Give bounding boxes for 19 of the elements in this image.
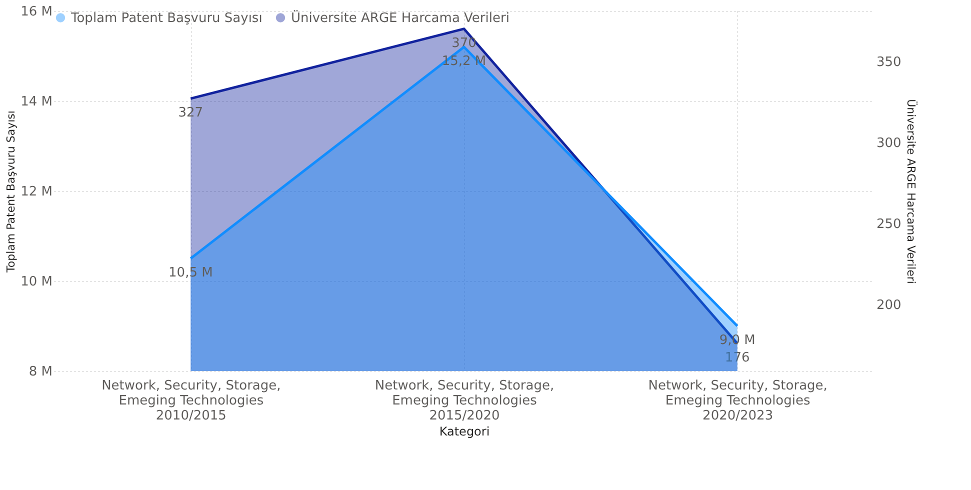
x-tick-label: Network, Security, Storage, Emeging Technologies 2020/2023 xyxy=(648,378,828,424)
legend-label: Üniversite ARGE Harcama Verileri xyxy=(291,10,510,26)
y2-tick-label: 200 xyxy=(876,298,902,314)
data-label: 370 xyxy=(452,36,476,51)
y2-tick-label: 250 xyxy=(876,216,902,232)
y-tick-label: 12 M xyxy=(20,184,52,200)
data-label: 327 xyxy=(178,106,204,121)
y2-tick-label: 300 xyxy=(876,136,902,151)
y-tick-label: 14 M xyxy=(20,94,52,110)
y-tick-label: 8 M xyxy=(28,364,52,380)
x-axis-title: Kategori xyxy=(439,424,490,438)
y-tick-label: 16 M xyxy=(20,4,52,20)
y2-axis-title: Üniversite ARGE Harcama Verileri xyxy=(904,99,918,284)
legend-label: Toplam Patent Başvuru Sayısı xyxy=(70,10,262,26)
x-tick-label: Network, Security, Storage, Emeging Technologies 2010/2015 xyxy=(102,378,281,424)
x-tick-label: Network, Security, Storage, Emeging Technologies 2015/2020 xyxy=(374,378,554,424)
y2-tick-label: 350 xyxy=(876,54,902,70)
y-tick-label: 10 M xyxy=(20,274,52,290)
y-axis-title: Toplam Patent Başvuru Sayısı xyxy=(4,110,18,274)
